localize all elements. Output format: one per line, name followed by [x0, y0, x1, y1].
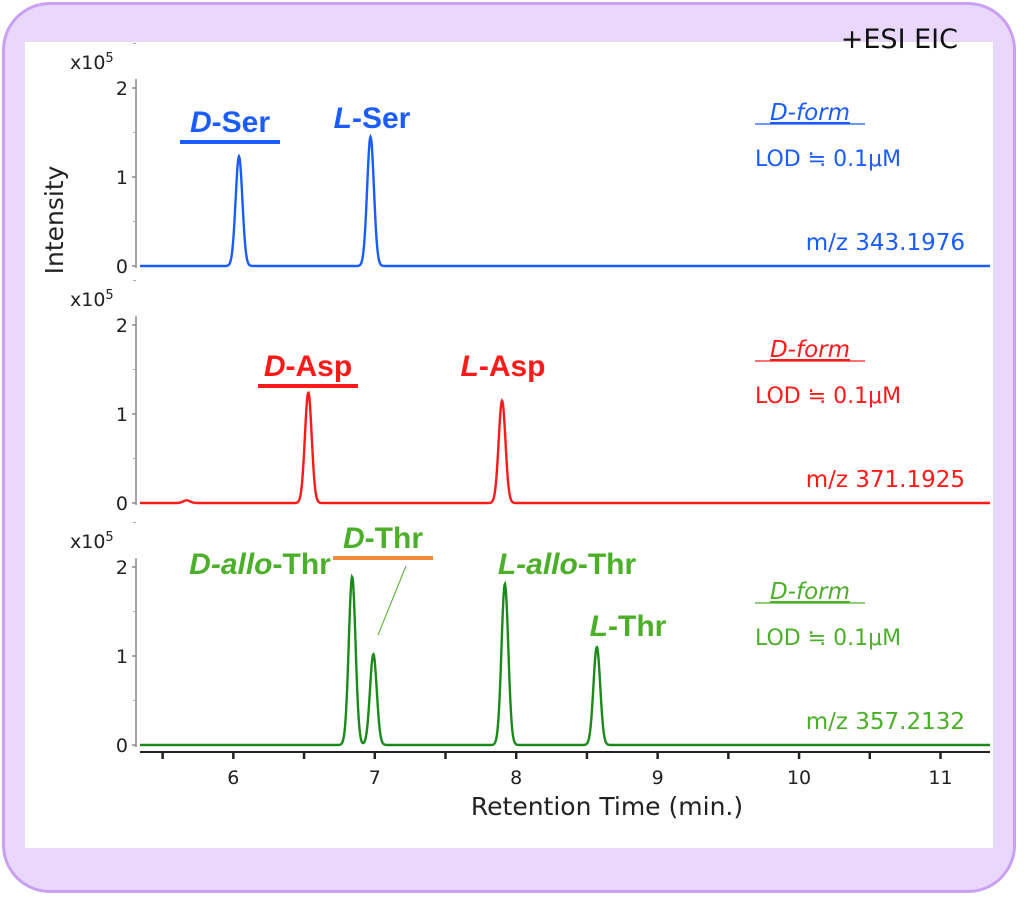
mz-label: m/z 357.2132 — [806, 709, 965, 735]
leader-line — [377, 565, 407, 636]
y-tick-label: 0 — [116, 735, 128, 757]
lod-label: LOD ≒ 0.1μM — [755, 147, 901, 172]
x-tick-label: 10 — [787, 767, 811, 789]
y-tick-label: 0 — [116, 493, 128, 515]
y-multiplier: x105 — [70, 288, 114, 311]
mz-label: m/z 343.1976 — [806, 230, 965, 256]
y-tick-label: 1 — [116, 646, 128, 668]
form-label: D-form — [770, 337, 850, 363]
y-tick-label: 2 — [116, 78, 128, 100]
form-label: D-form — [770, 579, 850, 605]
peak-label: D-Ser — [190, 106, 270, 139]
trace-asp — [140, 390, 990, 505]
form-label: D-form — [770, 100, 850, 126]
peak-label: D-allo-Thr — [189, 548, 331, 581]
peak-label: D-Thr — [343, 522, 423, 555]
peak-label: L-Thr — [590, 610, 667, 643]
y-tick-label: 2 — [116, 557, 128, 579]
lod-label: LOD ≒ 0.1μM — [755, 626, 901, 651]
highlight-underline — [180, 140, 280, 144]
mode-label: +ESI EIC — [841, 24, 958, 55]
y-tick-label: 2 — [116, 315, 128, 337]
plot-area — [25, 42, 993, 848]
peak-label: L-Asp — [461, 350, 546, 383]
y-tick-label: 1 — [116, 404, 128, 426]
y-tick-label: 1 — [116, 167, 128, 189]
trace-ser — [140, 133, 990, 268]
y-axis-label: Intensity — [40, 165, 69, 274]
x-tick-label: 6 — [227, 767, 239, 789]
peak-label: L-allo-Thr — [498, 548, 637, 581]
x-tick-label: 7 — [369, 767, 381, 789]
highlight-underline — [258, 384, 358, 388]
x-axis-label: Retention Time (min.) — [471, 792, 743, 821]
peak-label: D-Asp — [264, 350, 352, 383]
x-tick-label: 8 — [510, 767, 522, 789]
y-multiplier: x105 — [70, 530, 114, 553]
y-multiplier: x105 — [70, 51, 114, 74]
x-tick-label: 11 — [928, 767, 952, 789]
trace-thr — [140, 573, 990, 747]
x-tick-label: 9 — [652, 767, 664, 789]
peak-label: L-Ser — [334, 102, 411, 135]
lod-label: LOD ≒ 0.1μM — [755, 384, 901, 409]
highlight-underline — [333, 556, 433, 560]
mz-label: m/z 371.1925 — [806, 467, 965, 493]
y-tick-label: 0 — [116, 256, 128, 278]
